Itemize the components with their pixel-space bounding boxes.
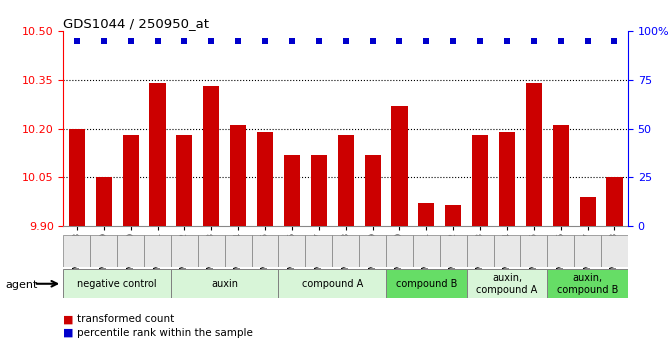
Bar	[279, 235, 305, 267]
Bar	[467, 235, 494, 267]
Bar	[198, 235, 224, 267]
Bar	[150, 83, 166, 226]
Bar	[224, 235, 252, 267]
Bar	[601, 235, 628, 267]
Bar	[332, 235, 359, 267]
Bar	[311, 155, 327, 226]
Text: auxin,
compound B: auxin, compound B	[557, 273, 619, 295]
Bar	[547, 269, 628, 298]
Bar	[467, 269, 547, 298]
Bar	[418, 203, 434, 226]
Text: negative control: negative control	[77, 279, 157, 289]
Bar	[203, 86, 219, 226]
Bar	[337, 135, 354, 226]
Text: ■: ■	[63, 328, 74, 338]
Bar	[386, 269, 467, 298]
Bar	[413, 235, 440, 267]
Bar	[144, 235, 171, 267]
Text: auxin: auxin	[211, 279, 238, 289]
Bar	[494, 235, 520, 267]
Bar	[365, 155, 381, 226]
Bar	[574, 235, 601, 267]
Bar	[63, 269, 171, 298]
Text: agent: agent	[5, 280, 37, 289]
Bar	[69, 128, 85, 226]
Bar	[386, 235, 413, 267]
Bar	[499, 132, 515, 226]
Bar	[176, 135, 192, 226]
Text: auxin,
compound A: auxin, compound A	[476, 273, 538, 295]
Bar	[607, 177, 623, 226]
Bar	[117, 235, 144, 267]
Bar	[391, 106, 407, 226]
Bar	[472, 135, 488, 226]
Bar	[252, 235, 279, 267]
Bar	[279, 269, 386, 298]
Text: transformed count: transformed count	[77, 314, 174, 324]
Bar	[359, 235, 386, 267]
Text: compound A: compound A	[302, 279, 363, 289]
Bar	[526, 83, 542, 226]
Text: percentile rank within the sample: percentile rank within the sample	[77, 328, 253, 338]
Bar	[445, 205, 462, 226]
Bar	[305, 235, 332, 267]
Bar	[284, 155, 300, 226]
Bar	[171, 269, 279, 298]
Text: ■: ■	[63, 314, 74, 324]
Bar	[90, 235, 117, 267]
Bar	[580, 197, 596, 226]
Bar	[96, 177, 112, 226]
Bar	[440, 235, 467, 267]
Bar	[123, 135, 139, 226]
Bar	[552, 125, 568, 226]
Bar	[230, 125, 246, 226]
Bar	[520, 235, 547, 267]
Bar	[547, 235, 574, 267]
Bar	[257, 132, 273, 226]
Bar	[63, 235, 90, 267]
Text: compound B: compound B	[395, 279, 457, 289]
Bar	[171, 235, 198, 267]
Text: GDS1044 / 250950_at: GDS1044 / 250950_at	[63, 17, 210, 30]
